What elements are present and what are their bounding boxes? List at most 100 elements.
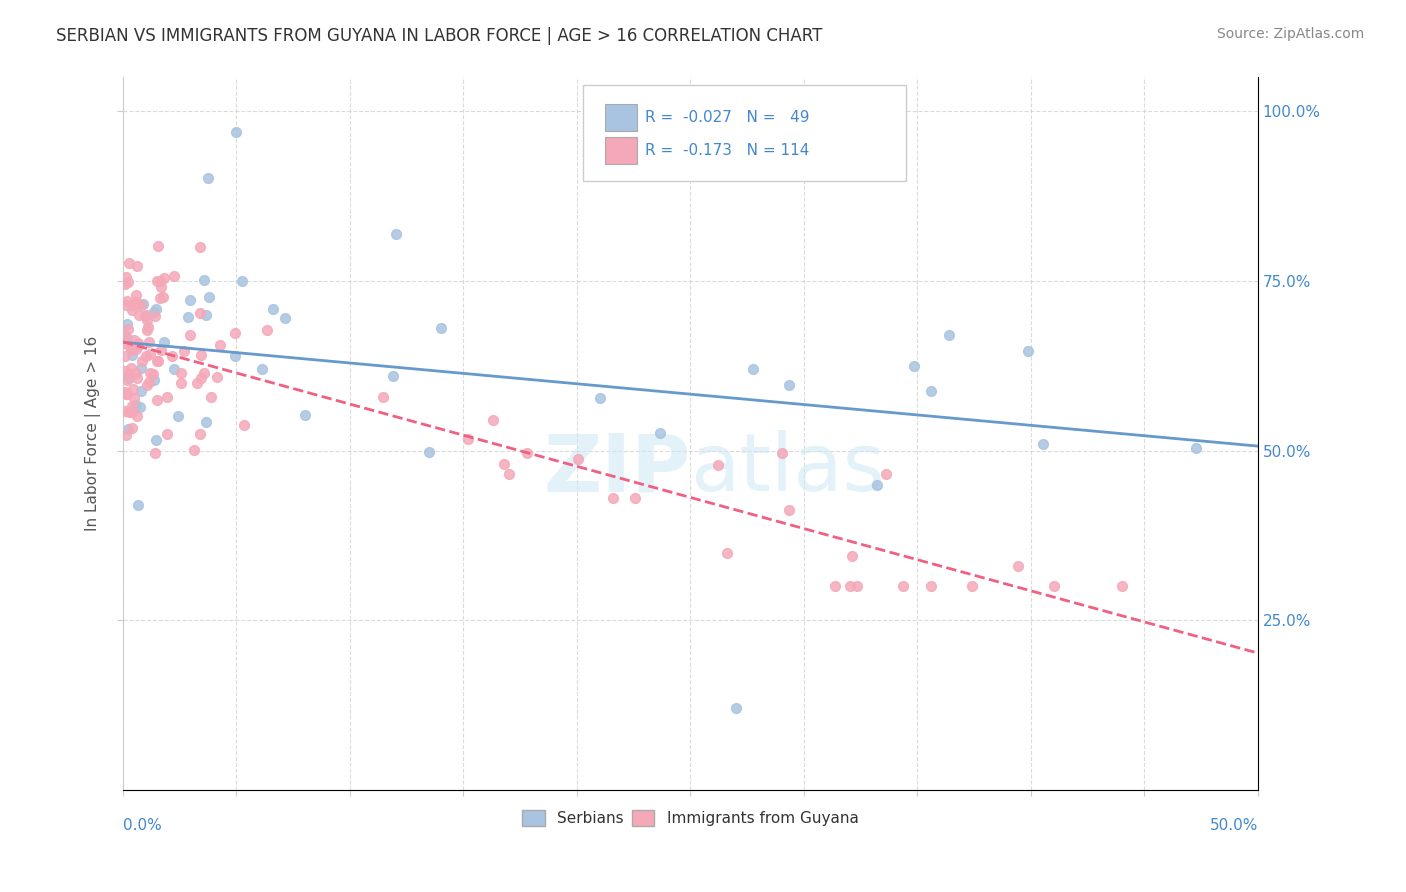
Point: [163, 361, 186, 376]
Point: [135, 349, 157, 363]
Point: [138, 334, 160, 349]
Point: [115, 294, 138, 309]
Point: [121, 303, 143, 318]
Point: [129, 361, 152, 376]
Point: [1032, 437, 1054, 451]
Point: [117, 422, 139, 436]
Point: [209, 338, 232, 352]
Point: [125, 409, 148, 424]
Point: [134, 309, 156, 323]
Point: [1042, 579, 1064, 593]
Point: [163, 268, 186, 283]
Point: [197, 290, 219, 304]
Point: [146, 353, 169, 368]
Point: [115, 427, 138, 442]
Point: [770, 446, 793, 460]
Point: [183, 443, 205, 458]
Point: [724, 701, 747, 715]
Point: [121, 348, 143, 362]
Point: [186, 376, 208, 391]
Point: [115, 387, 138, 401]
Point: [121, 421, 143, 435]
Point: [1007, 558, 1029, 573]
Point: [146, 354, 169, 368]
Point: [173, 343, 195, 358]
Point: [136, 312, 159, 326]
Point: [118, 366, 141, 380]
Point: [118, 370, 141, 384]
FancyBboxPatch shape: [605, 103, 637, 131]
Point: [778, 503, 800, 517]
Point: [148, 274, 170, 288]
Point: [1185, 441, 1208, 455]
Point: [146, 393, 169, 408]
Point: [891, 579, 914, 593]
Point: [143, 446, 166, 460]
Point: [1111, 579, 1133, 593]
Text: R =  -0.173   N = 114: R = -0.173 N = 114: [645, 144, 810, 158]
Point: [567, 452, 589, 467]
Point: [224, 349, 246, 363]
Point: [1017, 344, 1039, 359]
Point: [160, 349, 183, 363]
Point: [125, 370, 148, 384]
Point: [149, 291, 172, 305]
Point: [122, 382, 145, 396]
Point: [125, 287, 148, 301]
Point: [153, 335, 176, 350]
Point: [920, 579, 942, 593]
Point: [194, 308, 217, 322]
Point: [195, 416, 218, 430]
Point: [145, 301, 167, 316]
Point: [865, 478, 887, 492]
Point: [114, 404, 136, 418]
FancyBboxPatch shape: [582, 85, 905, 181]
Point: [224, 326, 246, 341]
Point: [127, 498, 149, 512]
Point: [156, 426, 179, 441]
Point: [146, 239, 169, 253]
Text: Source: ZipAtlas.com: Source: ZipAtlas.com: [1216, 27, 1364, 41]
Point: [122, 391, 145, 405]
Point: [170, 376, 193, 390]
Point: [252, 361, 274, 376]
Point: [205, 370, 228, 384]
Point: [114, 384, 136, 399]
Point: [716, 546, 738, 560]
Point: [114, 328, 136, 343]
Point: [129, 298, 152, 312]
Point: [125, 342, 148, 356]
Point: [122, 333, 145, 347]
Text: R =  -0.027   N =   49: R = -0.027 N = 49: [645, 110, 810, 125]
Point: [430, 321, 453, 335]
Point: [118, 340, 141, 354]
Point: [371, 390, 394, 404]
Text: SERBIAN VS IMMIGRANTS FROM GUYANA IN LABOR FORCE | AGE > 16 CORRELATION CHART: SERBIAN VS IMMIGRANTS FROM GUYANA IN LAB…: [56, 27, 823, 45]
Point: [418, 445, 440, 459]
Point: [128, 308, 150, 322]
Point: [115, 298, 138, 312]
Y-axis label: In Labor Force | Age > 16: In Labor Force | Age > 16: [86, 336, 101, 532]
Point: [136, 323, 159, 337]
Point: [294, 409, 316, 423]
Point: [121, 343, 143, 357]
Point: [138, 376, 160, 390]
Point: [381, 369, 404, 384]
Point: [170, 366, 193, 380]
Point: [742, 362, 765, 376]
Point: [124, 295, 146, 310]
Point: [127, 335, 149, 350]
Point: [136, 319, 159, 334]
Point: [146, 274, 169, 288]
Point: [118, 256, 141, 270]
Text: atlas: atlas: [690, 430, 884, 508]
Point: [188, 426, 211, 441]
Point: [128, 400, 150, 414]
Point: [167, 409, 190, 423]
Point: [200, 390, 222, 404]
Point: [707, 458, 730, 472]
Text: ZIP: ZIP: [543, 430, 690, 508]
Point: [114, 349, 136, 363]
Point: [114, 336, 136, 351]
Point: [143, 309, 166, 323]
